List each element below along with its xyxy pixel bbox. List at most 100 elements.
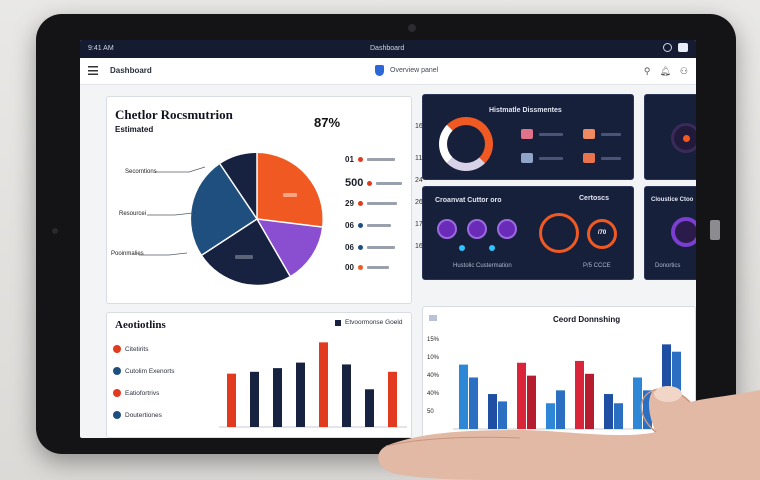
ytick-1: 15% xyxy=(427,337,440,343)
status-time: 9:41 AM xyxy=(88,45,114,52)
side-card-top[interactable] xyxy=(644,94,696,180)
bar-right-6-2 xyxy=(614,403,623,429)
bar-right-8-1 xyxy=(662,344,671,429)
menu-icon[interactable] xyxy=(88,66,98,75)
bar-right-7-2 xyxy=(643,390,652,429)
left-list-item-3[interactable]: Eatiofortrivs xyxy=(113,389,159,397)
pie-slice-navy-bottom xyxy=(202,219,290,285)
side-purple-ring xyxy=(671,217,696,247)
shield-icon xyxy=(375,65,384,76)
pie-slices xyxy=(191,152,323,285)
dark-card-top[interactable]: Histmatle Dissmentes xyxy=(422,94,634,180)
pie-panel-title: Chetlor Rocsmutrion xyxy=(115,107,233,122)
dark-card-bottom[interactable]: Croanvat Cuttor oro Certoscs /70 Hustoli… xyxy=(422,186,634,280)
purple-circle-3 xyxy=(497,219,517,239)
dark-card-bottom-title: Croanvat Cuttor oro xyxy=(435,197,502,204)
bar-right-2-2 xyxy=(498,401,507,429)
pct-swatch-2 xyxy=(367,180,373,186)
side-ring xyxy=(671,123,696,153)
side-ring-dot xyxy=(683,135,690,142)
dark-card-bottom-foot-left: Hustolic Custermation xyxy=(453,263,512,269)
side-button[interactable] xyxy=(710,220,720,240)
purple-circle-1 xyxy=(437,219,457,239)
bar-left-5 xyxy=(319,342,328,427)
pie-slice-blue xyxy=(191,164,257,255)
pie-panel-subtitle: Estimated xyxy=(115,125,154,134)
side-number-6: 16 xyxy=(415,243,423,250)
orange-ring-small xyxy=(587,219,617,249)
user-icon[interactable]: ⚇ xyxy=(679,66,688,76)
side-card-bottom-title: Cloustice Ctoo xyxy=(651,197,694,203)
side-number-1: 16 xyxy=(415,123,423,130)
status-title: Dashboard xyxy=(370,45,405,52)
pie-label-1: Secorntions xyxy=(125,169,157,175)
bar-left-2 xyxy=(250,371,259,427)
bar-left-8 xyxy=(388,371,397,427)
pct-list-item-5: 06 xyxy=(345,243,395,252)
purple-circle-2 xyxy=(467,219,487,239)
battery-icon xyxy=(678,43,688,52)
pct-swatch-4 xyxy=(357,223,363,228)
screen: 9:41 AM Dashboard Dashboard Overview pan… xyxy=(80,40,696,438)
pct-swatch-3 xyxy=(357,201,363,206)
bar-right-5-2 xyxy=(585,373,594,429)
header-title: Dashboard xyxy=(110,66,152,75)
header-subtitle: Overview panel xyxy=(390,67,439,74)
chart-icon xyxy=(429,315,437,321)
cyan-dot-1 xyxy=(459,245,465,251)
side-number-4: 26 xyxy=(415,199,423,206)
side-card-bottom-foot: Donortics xyxy=(655,263,681,269)
bar-panel-left-title: Aeotiotlins xyxy=(115,319,166,331)
warning-icon xyxy=(113,345,121,353)
ytick-3: 40% xyxy=(427,373,440,379)
pct-list-item-3: 29 xyxy=(345,199,397,208)
bar-right-8-2 xyxy=(672,351,681,429)
donut-ring xyxy=(439,117,493,171)
tile-1 xyxy=(521,129,533,139)
left-list-item-4[interactable]: Doutertiones xyxy=(113,411,162,419)
pct-value-4: 06 xyxy=(345,221,354,230)
pct-value-5: 06 xyxy=(345,243,354,252)
bar-panel-right: Ceord Donnshing 15% 10% 40% 40% 50 xyxy=(422,306,696,438)
pie-panel: Chetlor Rocsmutrion Estimated 87% xyxy=(106,96,423,304)
side-number-3: 24 xyxy=(415,177,423,184)
bar-left-1 xyxy=(227,373,236,427)
pct-list-item-2: 500 xyxy=(345,177,403,189)
left-list-item-1[interactable]: Citetirits xyxy=(113,345,148,353)
search-icon[interactable]: ⚲ xyxy=(643,66,651,76)
pct-value-2: 500 xyxy=(345,177,364,189)
side-number-5: 17 xyxy=(415,221,423,228)
bar-right-5-1 xyxy=(575,360,584,429)
side-card-bottom[interactable]: Cloustice Ctoo Donortics xyxy=(644,186,696,280)
bar-panel-right-title: Ceord Donnshing xyxy=(553,315,621,324)
bar-right-4-1 xyxy=(546,403,555,429)
bar-right-1-2 xyxy=(469,377,478,429)
left-list-item-2[interactable]: Cutolim Exenorts xyxy=(113,367,175,375)
pct-swatch-6 xyxy=(357,265,363,270)
pie-slice-purple xyxy=(257,219,322,276)
bell-icon[interactable]: 🔔︎ xyxy=(659,66,671,76)
pct-value-1: 01 xyxy=(345,155,354,164)
bar-chart-right xyxy=(453,344,691,430)
side-number-2: 11 xyxy=(415,155,423,162)
bar-right-2-1 xyxy=(488,394,497,429)
app-header: Dashboard Overview panel ⚲ 🔔︎ ⚇ xyxy=(80,58,696,85)
bar-right-4-2 xyxy=(556,390,565,429)
legend-label: Etvoormonse Goeld xyxy=(345,319,403,326)
bar-left-3 xyxy=(273,368,282,427)
front-camera xyxy=(408,24,416,32)
side-camera xyxy=(52,228,58,234)
pie-slice-orange xyxy=(257,153,323,227)
bar-panel-left: Aeotiotlins Etvoormonse Goeld Citetirits… xyxy=(106,312,412,438)
tile-3 xyxy=(521,153,533,163)
dark-card-bottom-foot-right: P/5 CCCE xyxy=(583,263,611,269)
dark-card-top-title: Histmatle Dissmentes xyxy=(489,107,562,114)
status-bar: 9:41 AM Dashboard xyxy=(80,40,696,58)
pct-swatch-1 xyxy=(357,157,363,162)
bar-left-7 xyxy=(365,389,374,427)
bar-panel-left-legend: Etvoormonse Goeld xyxy=(335,319,402,326)
message-icon xyxy=(113,411,121,419)
orange-ring-large xyxy=(539,213,579,253)
bar-right-3-1 xyxy=(517,362,526,429)
tablet-device: 9:41 AM Dashboard Dashboard Overview pan… xyxy=(36,14,736,454)
